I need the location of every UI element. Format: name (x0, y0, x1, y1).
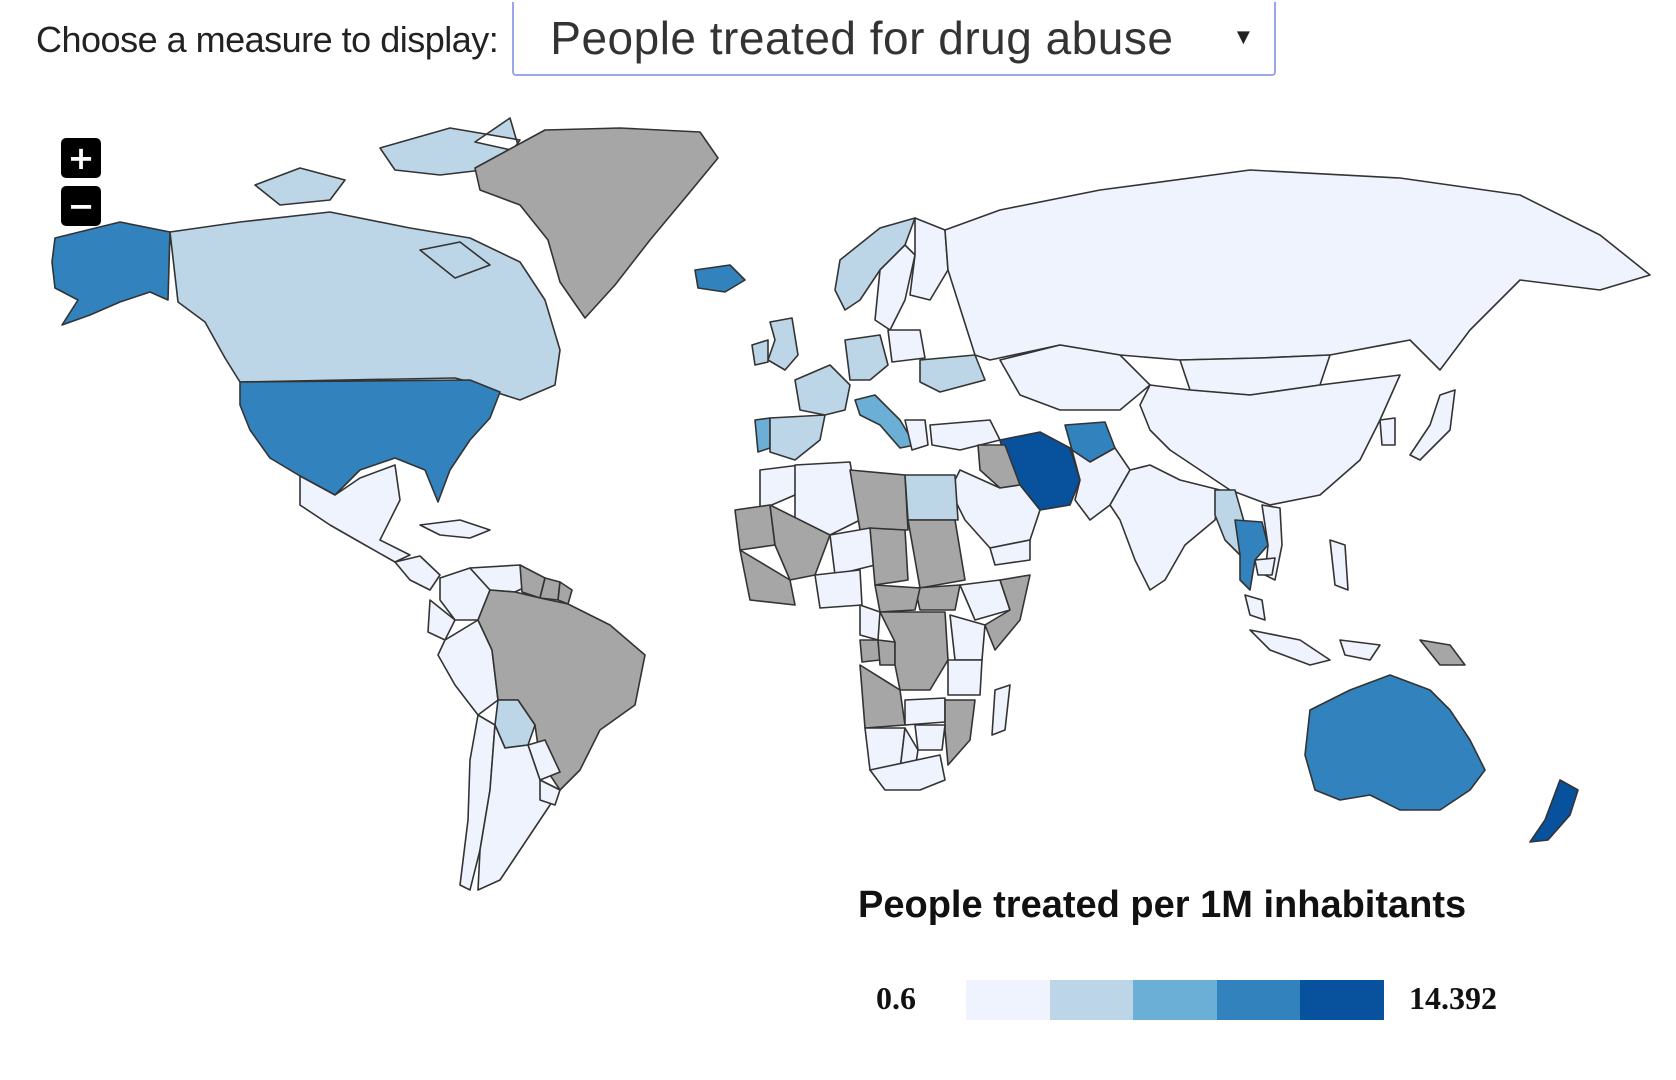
legend-max-label: 14.392 (1409, 980, 1497, 1016)
country-argentina[interactable] (477, 724, 561, 891)
country-mexico[interactable] (299, 464, 411, 563)
country-zimbabwe[interactable] (914, 724, 946, 751)
country-sweden[interactable] (874, 244, 916, 331)
country-cameroon[interactable] (859, 604, 881, 641)
country-south-sudan[interactable] (914, 584, 961, 611)
country-morocco[interactable] (759, 464, 801, 511)
country-korea[interactable] (1379, 417, 1396, 446)
country-dr-congo[interactable] (879, 611, 949, 691)
country-mali[interactable] (769, 504, 831, 581)
country-kazakhstan[interactable] (999, 344, 1151, 411)
measure-select[interactable]: People treated for drug abuse ▼ (512, 2, 1277, 76)
country-united-states[interactable] (239, 379, 501, 503)
country-madagascar[interactable] (991, 684, 1011, 736)
country-australia[interactable] (1304, 674, 1486, 811)
country-greenland[interactable] (474, 127, 719, 319)
country-cambodia[interactable] (1254, 557, 1276, 576)
country-russia[interactable] (944, 169, 1651, 371)
country-united-kingdom[interactable] (767, 317, 799, 371)
country-central-african-republic[interactable] (874, 584, 921, 613)
country-mozambique[interactable] (944, 699, 976, 766)
country-zambia[interactable] (904, 697, 946, 726)
country-west-africa[interactable] (739, 549, 796, 606)
country-papua-new-guinea[interactable] (1419, 639, 1466, 666)
legend-color-ramp (966, 980, 1384, 1020)
country-niger[interactable] (829, 527, 876, 576)
country-chad[interactable] (869, 527, 909, 586)
country-ukraine[interactable] (919, 354, 986, 393)
country-poland[interactable] (887, 329, 926, 363)
country-philippines[interactable] (1329, 539, 1349, 591)
measure-label: Choose a measure to display: (36, 19, 499, 60)
country-thailand[interactable] (1234, 519, 1269, 591)
country-french-guiana[interactable] (557, 581, 573, 605)
zoom-in-button[interactable]: + (61, 138, 101, 178)
country-india[interactable] (1109, 464, 1221, 591)
legend-swatch (1300, 980, 1384, 1020)
legend-title: People treated per 1M inhabitants (858, 884, 1467, 926)
country-japan[interactable] (1409, 389, 1456, 461)
country-spain[interactable] (769, 414, 826, 461)
legend-swatch (1049, 980, 1134, 1020)
country-ireland[interactable] (751, 339, 769, 366)
country-central-america[interactable] (394, 555, 441, 591)
country-sudan[interactable] (907, 519, 966, 589)
country-egypt[interactable] (904, 474, 959, 521)
country-congo[interactable] (877, 639, 896, 666)
country-alaska[interactable] (51, 221, 171, 326)
zoom-out-button[interactable]: − (61, 186, 101, 226)
chevron-down-icon: ▼ (1232, 24, 1255, 49)
country-uruguay[interactable] (539, 779, 561, 806)
country-iceland[interactable] (694, 264, 746, 293)
country-algeria[interactable] (794, 461, 861, 536)
country-portugal[interactable] (754, 417, 771, 453)
country-somalia[interactable] (984, 574, 1031, 651)
country-indonesia[interactable] (1249, 629, 1381, 666)
country-south-africa[interactable] (869, 754, 946, 791)
country-kenya[interactable] (949, 614, 986, 661)
country-malaysia[interactable] (1244, 594, 1266, 621)
measure-select-value: People treated for drug abuse (550, 12, 1174, 64)
legend-min-label: 0.6 (876, 980, 916, 1016)
country-gabon[interactable] (859, 639, 881, 663)
country-france[interactable] (794, 364, 851, 416)
country-mauritania[interactable] (734, 504, 776, 551)
country-italy[interactable] (854, 394, 916, 449)
country-new-zealand[interactable] (1529, 779, 1579, 843)
country-yemen[interactable] (989, 539, 1031, 566)
measure-selector-bar: Choose a measure to display: People trea… (36, 0, 1277, 78)
legend-swatch (1216, 980, 1301, 1020)
country-libya[interactable] (849, 469, 909, 531)
country-tanzania[interactable] (947, 659, 983, 696)
country-china[interactable] (1139, 374, 1401, 506)
country-finland[interactable] (909, 217, 949, 301)
country-nigeria[interactable] (814, 569, 863, 609)
country-caribbean[interactable] (419, 519, 491, 539)
legend-swatch (1133, 980, 1217, 1020)
world-map (51, 117, 1651, 891)
legend-swatch (966, 980, 1050, 1020)
country-germany[interactable] (844, 334, 889, 381)
country-greece[interactable] (904, 419, 929, 451)
